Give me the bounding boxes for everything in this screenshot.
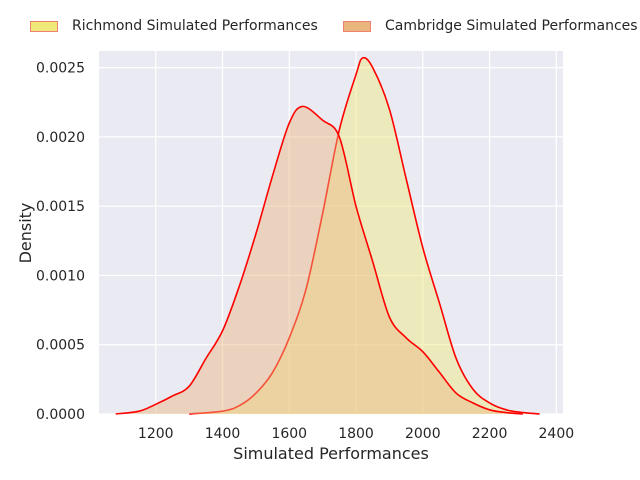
density-fill-cambridge [115,106,523,414]
x-tick-label-1600: 1600 [271,426,307,442]
y-tick-label-3: 0.0015 [36,199,85,215]
legend-label-richmond: Richmond Simulated Performances [72,18,318,34]
legend-swatch-richmond [30,20,58,32]
x-tick-label-2400: 2400 [539,426,575,442]
y-tick-labels: 0.0000 0.0005 0.0010 0.0015 0.0020 0.0025 [36,61,85,423]
y-tick-label-5: 0.0025 [36,61,85,77]
plot-background [99,51,563,414]
y-tick-label-0: 0.0000 [36,407,85,423]
legend-swatch-cambridge [343,20,371,32]
y-tick-label-2: 0.0010 [36,268,85,284]
legend-item-cambridge: Cambridge Simulated Performances [343,18,638,34]
density-line-cambridge [115,105,523,415]
legend-item-richmond: Richmond Simulated Performances [30,18,318,34]
y-tick-label-1: 0.0005 [36,338,85,354]
y-axis-label: Density [16,203,35,264]
x-tick-label-2000: 2000 [405,426,441,442]
grid-lines [99,51,563,415]
density-areas [115,56,540,415]
y-tick-label-4: 0.0020 [36,130,85,146]
x-tick-label-1800: 1800 [338,426,374,442]
x-tick-label-2200: 2200 [472,426,508,442]
x-axis-label: Simulated Performances [233,444,429,463]
x-tick-label-1400: 1400 [205,426,241,442]
density-line-richmond [189,56,540,415]
x-tick-labels: 1200 1400 1600 1800 2000 2200 2400 [138,426,574,442]
legend: Richmond Simulated Performances Cambridg… [0,18,640,44]
x-tick-label-1200: 1200 [138,426,174,442]
legend-label-cambridge: Cambridge Simulated Performances [385,18,638,34]
